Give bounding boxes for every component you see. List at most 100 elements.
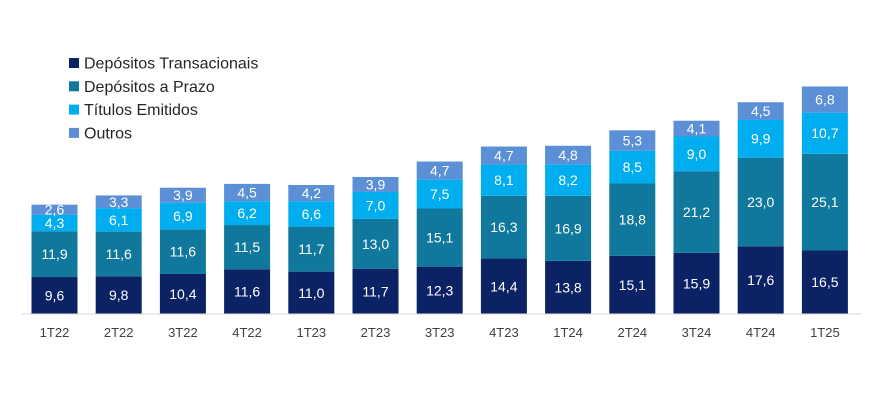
data-label: 4,5 — [751, 103, 771, 119]
bar-stack: 14,4 16,3 8,1 4,7 — [480, 146, 527, 314]
data-label: 9,8 — [109, 287, 129, 303]
bar-segment — [288, 226, 335, 272]
bar-stack: 11,6 11,5 6,2 4,5 — [224, 183, 271, 314]
data-label: 5,3 — [623, 133, 643, 149]
bar-segment — [480, 164, 527, 196]
data-label: 11,6 — [234, 284, 260, 300]
bar-segment — [288, 185, 335, 202]
bar-segment — [673, 136, 720, 172]
bar-segment — [224, 225, 271, 270]
bar-segment — [801, 112, 848, 154]
legend-swatch — [69, 104, 79, 115]
bar-segment — [288, 201, 335, 227]
bar-segment — [416, 208, 463, 267]
bar-segment — [159, 187, 206, 203]
data-label: 11,0 — [298, 285, 324, 301]
bar-segment — [288, 271, 335, 314]
bar-segment — [352, 218, 399, 269]
data-label: 4,7 — [494, 148, 514, 164]
bar-stack: 11,0 11,7 6,6 4,2 — [288, 185, 335, 314]
bar-segment — [224, 201, 271, 226]
data-label: 4,8 — [558, 147, 578, 163]
bar-segment — [480, 258, 527, 314]
data-label: 4,7 — [430, 163, 450, 179]
bar-stack: 13,8 16,9 8,2 4,8 — [545, 145, 592, 314]
legend-label: Outros — [84, 125, 132, 142]
bar-stack: 12,3 15,1 7,5 4,7 — [416, 161, 463, 314]
bar-segment — [545, 164, 592, 196]
bar-segment — [545, 260, 592, 314]
bar-stack: 11,7 13,0 7,0 3,9 — [352, 176, 399, 314]
bar-stack: 9,6 11,9 4,32,6 — [31, 202, 78, 314]
bar-segment — [609, 130, 656, 151]
bar-segment — [480, 146, 527, 165]
x-tick-label: 2T24 — [617, 325, 647, 340]
data-label: 23,0 — [747, 194, 774, 210]
data-label: 3,3 — [109, 194, 129, 210]
bar-segment — [31, 204, 78, 215]
bar-stack: 9,8 11,6 6,1 3,3 — [95, 194, 142, 314]
bar-segment — [480, 195, 527, 259]
bar-segment — [224, 269, 271, 314]
data-label: 13,0 — [362, 236, 389, 252]
bar-segment — [31, 231, 78, 278]
data-label: 11,9 — [41, 246, 67, 262]
data-label: 4,5 — [237, 185, 257, 201]
x-tick-label: 4T23 — [489, 325, 519, 340]
bar-stack: 10,4 11,6 6,9 3,9 — [159, 187, 206, 314]
data-label: 7,0 — [366, 197, 386, 213]
data-label: 4,2 — [302, 185, 322, 201]
bar-segment — [737, 157, 784, 247]
data-label: 16,9 — [554, 220, 581, 236]
data-label: 4,1 — [687, 121, 707, 137]
bar-segment — [95, 231, 142, 277]
bar-segment — [673, 252, 720, 314]
x-tick-label: 2T22 — [104, 325, 134, 340]
bar-segment — [416, 266, 463, 314]
bar-stack: 15,9 21,2 9,0 4,1 — [673, 120, 720, 314]
bar-stack: 17,6 23,0 9,9 4,5 — [737, 102, 784, 314]
bar-stack: 15,1 18,8 8,5 5,3 — [609, 130, 656, 314]
bar-segment — [95, 208, 142, 232]
bar-segment — [224, 183, 271, 202]
bar-segment — [352, 191, 399, 219]
bar-segment — [609, 150, 656, 184]
data-label: 4,3 — [45, 215, 65, 231]
bar-segment — [545, 195, 592, 261]
x-axis-ticks: 1T22 2T22 3T22 4T22 1T23 2T23 3T23 4T23 1T24 2T24… — [40, 325, 840, 340]
data-label: 21,2 — [683, 204, 710, 220]
data-label: 11,5 — [234, 239, 260, 255]
bar-segment — [673, 120, 720, 137]
legend-item: Títulos Emitidos — [69, 102, 198, 119]
legend-item: Depósitos a Prazo — [69, 79, 215, 96]
data-label: 10,4 — [169, 286, 196, 302]
data-label: 8,1 — [494, 172, 514, 188]
bar-segment — [159, 202, 206, 230]
data-label: 9,0 — [687, 146, 707, 162]
data-label: 6,2 — [237, 205, 257, 221]
legend-label: Títulos Emitidos — [84, 102, 198, 119]
data-label: 18,8 — [619, 212, 646, 228]
data-label: 16,5 — [811, 274, 838, 290]
x-tick-label: 1T22 — [40, 325, 70, 340]
data-label: 25,1 — [811, 194, 838, 210]
legend-item: Depósitos Transacionais — [69, 56, 258, 73]
data-label: 15,1 — [426, 230, 453, 246]
data-label: 11,6 — [106, 246, 132, 262]
x-tick-label: 3T22 — [168, 325, 198, 340]
data-label: 11,6 — [170, 244, 196, 260]
data-label: 8,2 — [558, 172, 578, 188]
bar-segment — [159, 229, 206, 274]
data-label: 13,8 — [554, 279, 581, 295]
data-label: 11,7 — [362, 283, 388, 299]
data-label: 11,7 — [298, 241, 324, 257]
data-label: 6,1 — [109, 212, 129, 228]
bar-segment — [352, 268, 399, 314]
bar-segment — [95, 276, 142, 314]
data-label: 3,9 — [173, 187, 193, 203]
bar-segment — [801, 153, 848, 251]
bar-segment — [801, 86, 848, 113]
data-label: 9,6 — [45, 288, 65, 304]
legend-label: Depósitos a Prazo — [84, 79, 215, 96]
